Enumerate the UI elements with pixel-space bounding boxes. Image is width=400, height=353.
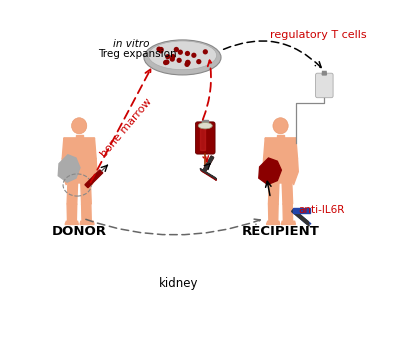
Ellipse shape [198, 122, 212, 129]
Circle shape [174, 47, 179, 52]
Polygon shape [268, 204, 278, 221]
Polygon shape [64, 138, 94, 158]
Polygon shape [264, 138, 269, 175]
Circle shape [184, 62, 190, 67]
Polygon shape [259, 158, 281, 185]
Polygon shape [80, 221, 94, 225]
Ellipse shape [144, 40, 221, 75]
Circle shape [156, 47, 162, 52]
Text: anti-IL6R: anti-IL6R [299, 205, 345, 215]
Polygon shape [322, 71, 326, 75]
Polygon shape [292, 209, 311, 224]
Circle shape [158, 48, 164, 54]
Polygon shape [292, 209, 309, 226]
Circle shape [185, 60, 190, 65]
Circle shape [163, 60, 168, 65]
Polygon shape [81, 183, 91, 204]
Text: in vitro: in vitro [114, 39, 150, 49]
Circle shape [196, 59, 202, 64]
Polygon shape [76, 134, 83, 138]
Polygon shape [266, 221, 280, 225]
Polygon shape [202, 156, 214, 173]
Polygon shape [67, 183, 78, 204]
Circle shape [185, 60, 190, 65]
Polygon shape [281, 221, 296, 225]
Circle shape [165, 54, 170, 59]
Polygon shape [58, 155, 80, 182]
Polygon shape [263, 158, 268, 185]
Polygon shape [62, 158, 67, 185]
Ellipse shape [72, 118, 87, 134]
Ellipse shape [148, 41, 217, 70]
Text: kidney: kidney [159, 277, 199, 290]
Polygon shape [201, 169, 216, 180]
Polygon shape [282, 183, 293, 204]
Polygon shape [202, 156, 214, 173]
Polygon shape [268, 183, 279, 204]
Circle shape [203, 49, 208, 54]
Polygon shape [265, 138, 296, 158]
Text: bone marrow: bone marrow [99, 96, 154, 159]
Text: RECIPIENT: RECIPIENT [242, 225, 320, 238]
Polygon shape [82, 204, 91, 221]
Polygon shape [67, 158, 91, 175]
Circle shape [170, 54, 176, 59]
Polygon shape [293, 208, 310, 213]
Text: DONOR: DONOR [52, 225, 107, 238]
Polygon shape [202, 120, 208, 124]
Polygon shape [91, 158, 97, 185]
Circle shape [170, 56, 175, 62]
Circle shape [164, 60, 170, 65]
Ellipse shape [273, 118, 288, 134]
Circle shape [185, 51, 190, 56]
Polygon shape [268, 175, 294, 183]
Polygon shape [292, 138, 298, 175]
Circle shape [191, 53, 196, 58]
Polygon shape [67, 204, 77, 221]
Polygon shape [200, 168, 216, 179]
Text: regulatory T cells: regulatory T cells [270, 30, 367, 40]
Polygon shape [62, 138, 68, 175]
Polygon shape [90, 138, 96, 175]
Polygon shape [268, 158, 293, 175]
Circle shape [176, 58, 182, 63]
Polygon shape [283, 204, 293, 221]
Polygon shape [66, 175, 92, 183]
Polygon shape [277, 134, 284, 138]
Circle shape [158, 47, 164, 52]
Polygon shape [293, 158, 298, 185]
Polygon shape [200, 126, 204, 150]
Polygon shape [85, 170, 103, 188]
Text: Treg expansion: Treg expansion [98, 49, 176, 59]
FancyBboxPatch shape [316, 73, 333, 98]
FancyBboxPatch shape [196, 122, 215, 154]
Circle shape [178, 49, 183, 55]
Polygon shape [65, 221, 78, 225]
